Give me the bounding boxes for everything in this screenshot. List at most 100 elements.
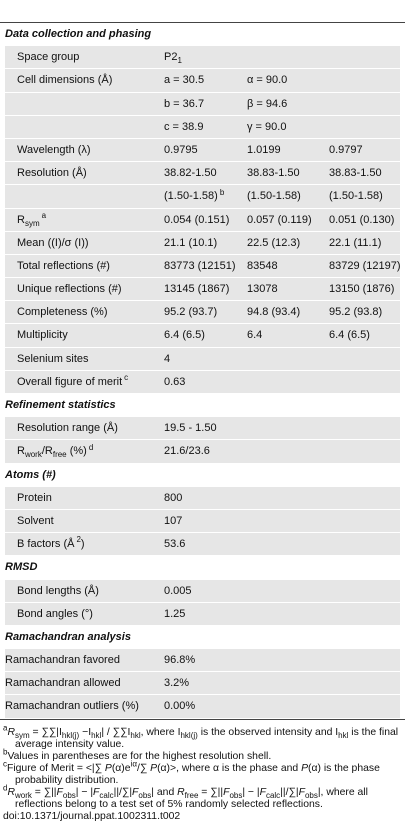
section-title: Atoms (#) (5, 464, 56, 487)
text: doi:10.1371/journal.ppat.1002311.t002 (3, 811, 181, 822)
section-header: Atoms (#) (0, 464, 405, 487)
text-sub: hkl (130, 731, 141, 741)
table-cell: 4 (164, 348, 170, 371)
text-i: F (223, 787, 230, 798)
table-cell: 21.1 (10.1) (164, 232, 217, 255)
text-sub: obs (62, 791, 76, 801)
table-cell: 0.9795 (164, 139, 198, 162)
text-sup: d (3, 783, 8, 793)
text: 38.83-1.50 (329, 167, 382, 180)
text: Total reflections (#) (17, 259, 110, 272)
text-sub: sym (24, 218, 40, 228)
text-sub: work (24, 450, 42, 460)
text: 6.4 (6.5) (164, 329, 205, 342)
text-text: /∑ (136, 763, 151, 774)
text-sub: hkl(j) (180, 731, 198, 741)
row-label: Selenium sites (17, 348, 89, 371)
text-text: P2 (164, 51, 178, 64)
text: 83729 (12197) (329, 259, 401, 272)
footnote: aRsym = ∑∑|Ihkl(j) −Ihkl| / ∑∑Ihkl, wher… (3, 724, 401, 751)
text-i: R (177, 787, 185, 798)
text: Wavelength (λ) (17, 143, 91, 156)
text-i: F (93, 787, 100, 798)
table-row: Selenium sites 4 (5, 347, 400, 371)
text-sup: c (124, 373, 129, 383)
text-sub: free (184, 791, 199, 801)
table-cell: 83729 (12197) (329, 255, 401, 278)
text: Mean ((I)/σ (I)) (17, 236, 89, 249)
footnotes: aRsym = ∑∑|Ihkl(j) −Ihkl| / ∑∑Ihkl, wher… (3, 724, 401, 823)
table-cell: 22.1 (11.1) (329, 232, 381, 255)
text-sup: iα (130, 759, 137, 769)
row-label: Solvent (17, 510, 54, 533)
text-text: = ∑|| (198, 787, 224, 798)
row-label: Unique reflections (#) (17, 278, 122, 301)
text: Bond lengths (Å) (17, 584, 99, 597)
table-cell: 83548 (247, 255, 278, 278)
table-row: Protein 800 (5, 486, 400, 510)
section-title: Refinement statistics (5, 394, 116, 417)
table-row: Resolution (Å) 38.82-1.50 38.83-1.50 38.83-… (5, 162, 400, 186)
table-row: Multiplicity 6.4 (6.5) 6.4 6.4 (6.5) (5, 324, 400, 348)
table-row: Bond angles (°) 1.25 (5, 602, 400, 626)
row-label: Rwork/Rfree (%) d (17, 440, 93, 463)
text: (1.50-1.58) (247, 190, 301, 203)
table-row: Bond lengths (Å) 0.005 (5, 579, 400, 603)
table-cell: 0.9797 (329, 139, 363, 162)
text: Unique reflections (#) (17, 283, 122, 296)
text-i: F (259, 787, 266, 798)
text: 1.0199 (247, 143, 281, 156)
table-row: Overall figure of merit c 0.63 (5, 370, 400, 394)
text: 38.82-1.50 (164, 167, 217, 180)
text: Ramachandran outliers (%) (5, 700, 139, 713)
table-row: Mean ((I)/σ (I)) 21.1 (10.1) 22.5 (12.3) 22… (5, 231, 400, 255)
table-cell: 0.005 (164, 580, 192, 603)
table-cell: 13078 (247, 278, 278, 301)
text: 0.00% (164, 700, 196, 713)
row-label: Ramachandran allowed (5, 672, 121, 695)
text-text: (1.50-1.58) (164, 190, 218, 203)
text-sub: hkl (338, 731, 349, 741)
table-cell: 19.5 - 1.50 (164, 417, 217, 440)
row-label: Space group (17, 46, 79, 69)
text: 19.5 - 1.50 (164, 422, 217, 435)
row-label: Ramachandran outliers (%) (5, 695, 139, 718)
text: 13150 (1876) (329, 283, 395, 296)
text-text: ) (80, 538, 85, 551)
text-text: , where I (140, 727, 181, 738)
table-row: Wavelength (λ) 0.9795 1.0199 0.9797 (5, 138, 400, 163)
table-cell: 6.4 (247, 324, 262, 347)
text: Completeness (%) (17, 306, 108, 319)
text-i: F (298, 787, 305, 798)
text: Multiplicity (17, 329, 68, 342)
table-row: Resolution range (Å) 19.5 - 1.50 (5, 417, 400, 441)
text-sub: obs (304, 791, 318, 801)
table-cell: 38.83-1.50 (329, 162, 382, 185)
text-text: Values in parentheses are for the highes… (7, 751, 272, 762)
text: Space group (17, 51, 80, 64)
table-cell: β = 94.6 (247, 93, 287, 116)
text-i: P (104, 763, 112, 774)
text-text: ||/∑| (113, 787, 133, 798)
footnote: cFigure of Merit = <|∑ P(α)eiα/∑ P(α)>, … (3, 759, 401, 787)
section-title: RMSD (5, 556, 37, 579)
table-row: Total reflections (#) 83773 (12151) 83548 8… (5, 254, 401, 279)
table-row: Completeness (%) 95.2 (93.7) 94.8 (93.4) 95… (5, 301, 400, 325)
text: Protein (17, 491, 52, 504)
table-cell: 53.6 (164, 533, 185, 556)
text-sub: free (52, 450, 67, 460)
text: 107 (164, 514, 183, 527)
text-sub: obs (138, 791, 152, 801)
table-cell: 1.0199 (247, 139, 281, 162)
table-cell: 95.2 (93.7) (164, 301, 217, 324)
text: Ramachandran favored (5, 654, 120, 667)
text: 21.1 (10.1) (164, 236, 218, 249)
table-cell: b = 36.7 (164, 93, 204, 116)
text: 22.5 (12.3) (247, 236, 301, 249)
text: Solvent (17, 514, 54, 527)
footnote: dRwork = ∑||Fobs| − |Fcalc||/∑|Fobs| and… (3, 783, 401, 811)
text-text: −I (79, 727, 92, 738)
text: Resolution range (Å) (17, 422, 118, 435)
table-row: Solvent 107 (5, 509, 400, 534)
text: b = 36.7 (164, 97, 205, 110)
